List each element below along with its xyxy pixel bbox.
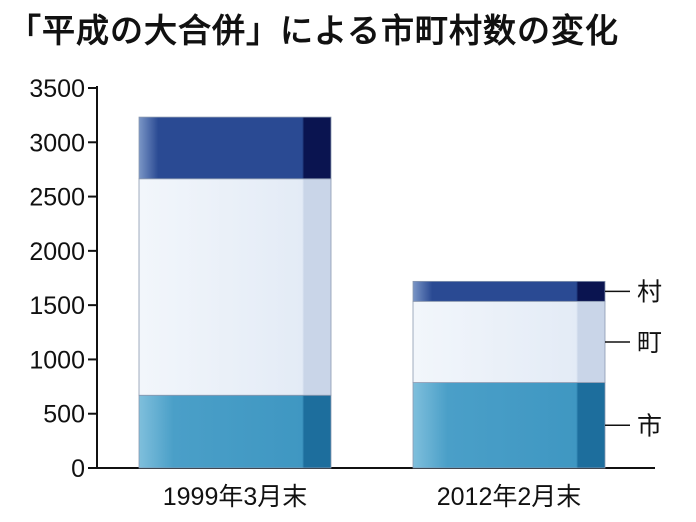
bar-stack-0 (138, 116, 332, 469)
y-tick-label: 2500 (29, 184, 85, 212)
chart-title: 「平成の大合併」による市町村数の変化 (8, 11, 620, 50)
y-tick-label: 2000 (29, 238, 85, 266)
y-axis: 0 500 1000 1500 2000 2500 3000 3500 (29, 75, 655, 483)
bar-stack-1 (412, 280, 606, 469)
bar-segment-shi (138, 394, 332, 469)
y-tick-label: 3000 (29, 129, 85, 157)
legend-label: 市 (637, 411, 662, 440)
bar-segment-cho (412, 300, 606, 383)
x-category-label: 2012年2月末 (437, 483, 582, 511)
x-category-label: 1999年3月末 (163, 483, 308, 511)
legend: 市町村 (605, 277, 662, 440)
legend-label: 村 (637, 277, 662, 306)
bar-segment-son (412, 280, 606, 302)
bars (138, 116, 606, 469)
x-axis-labels: 1999年3月末 2012年2月末 (163, 483, 582, 511)
legend-label: 町 (637, 328, 662, 357)
y-tick-label: 0 (71, 455, 85, 483)
y-tick-label: 3500 (29, 75, 85, 103)
bar-segment-cho (138, 178, 332, 396)
bar-segment-son (138, 116, 332, 180)
y-tick-label: 500 (43, 401, 85, 429)
y-tick-label: 1000 (29, 346, 85, 374)
bar-segment-shi (412, 382, 606, 469)
y-tick-label: 1500 (29, 292, 85, 320)
